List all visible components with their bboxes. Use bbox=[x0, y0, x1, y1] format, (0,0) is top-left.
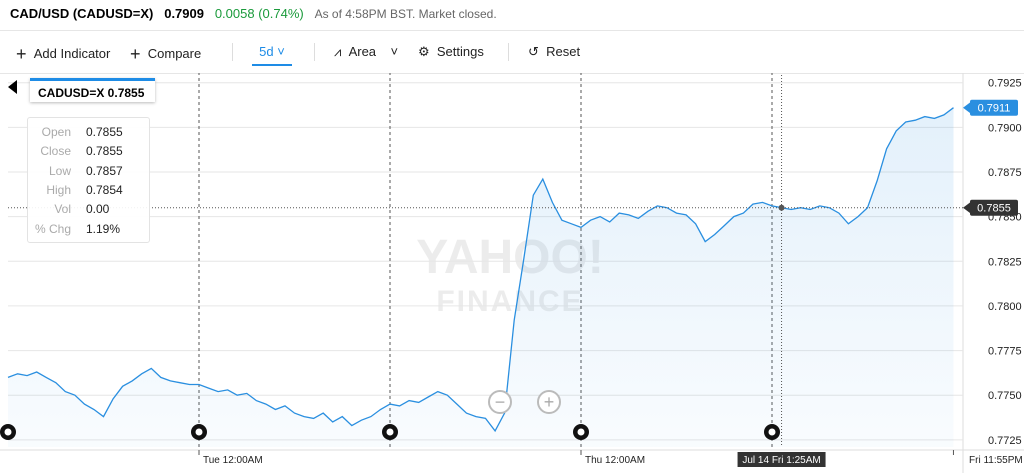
label: 5d bbox=[259, 44, 274, 59]
label: Area bbox=[348, 44, 377, 59]
crosshair-x-tag bbox=[737, 452, 826, 467]
last-price-value: 0.7911 bbox=[978, 103, 1011, 115]
y-tick-label: 0.7725 bbox=[988, 435, 1022, 447]
y-tick-label: 0.7900 bbox=[988, 122, 1022, 134]
crosshair-dot bbox=[778, 204, 785, 211]
tooltip-value: 0.7857 bbox=[86, 163, 123, 178]
settings-button[interactable]: ⚙ Settings bbox=[418, 44, 484, 59]
separator bbox=[232, 43, 233, 61]
tooltip-key: Close bbox=[40, 144, 71, 159]
symbol: CAD/USD (CADUSD=X) bbox=[10, 6, 154, 21]
reset-button[interactable]: ↺ Reset bbox=[528, 44, 581, 59]
separator bbox=[314, 43, 315, 61]
label: Reset bbox=[546, 44, 581, 59]
zoom-button[interactable]: + bbox=[537, 390, 561, 414]
y-tick-label: 0.7925 bbox=[988, 78, 1022, 90]
y-tick-label: 0.7825 bbox=[988, 256, 1022, 268]
tooltip-value: 0.00 bbox=[86, 202, 110, 217]
y-tick-label: 0.7775 bbox=[988, 346, 1022, 358]
quote-header: CAD/USD (CADUSD=X) 0.7909 0.0058 (0.74%)… bbox=[10, 6, 497, 21]
x-tick-label: Fri 11:55PM bbox=[969, 455, 1023, 466]
tooltip-key: Vol bbox=[54, 202, 71, 217]
tooltip-value: 0.7855 bbox=[86, 125, 123, 139]
crosshair-x-label: Jul 14 Fri 1:25AM bbox=[742, 455, 820, 466]
event-marker-inner bbox=[4, 428, 12, 436]
tooltip-title: CADUSD=X 0.7855 bbox=[30, 78, 155, 102]
tooltip-row: Open 0.7855 bbox=[28, 123, 149, 141]
add-indicator-button[interactable]: + Add Indicator bbox=[16, 44, 111, 64]
tooltip: Open 0.7855 Close 0.7855 Low 0.7857 High 0.7854… bbox=[27, 117, 150, 243]
separator bbox=[508, 43, 509, 61]
event-marker-inner bbox=[768, 428, 776, 436]
x-tick-label: Tue 12:00AM bbox=[203, 455, 263, 466]
tooltip-key: Open bbox=[41, 125, 71, 139]
tooltip-row: High 0.7854 bbox=[28, 181, 149, 199]
tooltip-value: 1.19% bbox=[86, 221, 121, 236]
tooltip-value: 0.7855 bbox=[86, 144, 123, 159]
price: 0.7909 bbox=[164, 6, 204, 21]
zoom-circle bbox=[537, 390, 561, 414]
last-price-tag bbox=[970, 99, 1018, 116]
compare-button[interactable]: + Compare bbox=[130, 44, 202, 64]
area-fill bbox=[8, 107, 954, 447]
tooltip-value: 0.7854 bbox=[86, 182, 123, 197]
event-marker-inner bbox=[386, 428, 394, 436]
zoom-circle bbox=[488, 390, 512, 414]
label: Compare bbox=[147, 46, 202, 61]
event-marker-inner bbox=[195, 428, 203, 436]
tooltip-row: Low 0.7857 bbox=[28, 162, 149, 180]
x-tick-label: Thu 12:00AM bbox=[585, 455, 645, 466]
change: 0.0058 (0.74%) bbox=[214, 6, 304, 21]
tooltip-row: Vol 0.00 bbox=[28, 200, 149, 218]
chart: YAHOO! FINANCE 0.77250.77500.77750.78000… bbox=[0, 73, 1024, 473]
tooltip-key: Low bbox=[48, 163, 71, 178]
tooltip-row: % Chg 1.19% bbox=[28, 220, 149, 238]
tooltip-row: Close 0.7855 bbox=[28, 142, 149, 160]
last-price-tag-arrow bbox=[963, 101, 971, 114]
label: Add Indicator bbox=[33, 46, 111, 61]
tooltip-key: High bbox=[46, 182, 71, 197]
y-tick-label: 0.7875 bbox=[988, 167, 1022, 179]
zoom-sign: − bbox=[495, 392, 506, 412]
zoom-button[interactable]: − bbox=[488, 390, 512, 414]
chart-type-button[interactable]: ⩘ Area ˅ bbox=[334, 44, 399, 59]
y-tick-label: 0.7800 bbox=[988, 301, 1022, 313]
tooltip-key: % Chg bbox=[34, 221, 71, 236]
status: As of 4:58PM BST. Market closed. bbox=[314, 7, 497, 21]
y-tick-label: 0.7750 bbox=[988, 390, 1022, 402]
event-marker-inner bbox=[577, 428, 585, 436]
label: Settings bbox=[436, 44, 484, 59]
toolbar: + Add Indicator + Compare 5d ˅ ⩘ Area ˅ … bbox=[0, 30, 1024, 74]
crosshair-tag-arrow bbox=[963, 201, 971, 214]
crosshair-value: 0.7855 bbox=[977, 203, 1011, 215]
crosshair-tag bbox=[970, 199, 1018, 216]
zoom-sign: + bbox=[544, 392, 555, 412]
range-button[interactable]: 5d ˅ bbox=[252, 44, 292, 66]
price-line bbox=[7, 107, 954, 433]
collapse-arrow[interactable] bbox=[8, 80, 17, 94]
